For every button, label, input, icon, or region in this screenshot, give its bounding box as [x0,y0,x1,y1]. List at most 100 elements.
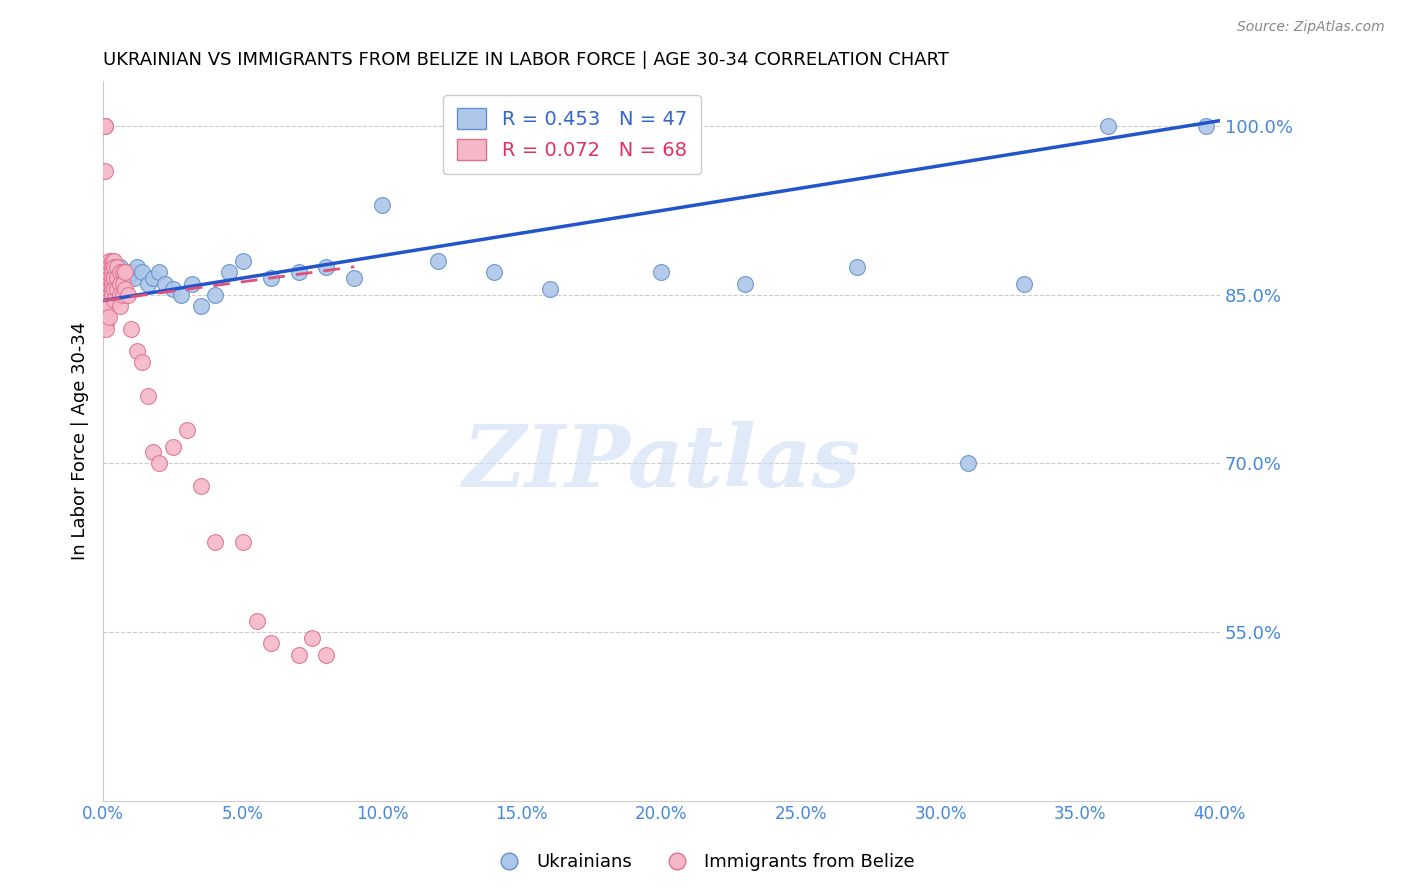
Point [93,164,115,178]
Point [103,271,125,285]
Point [246,614,269,628]
Point [232,254,254,268]
Point [100,288,122,302]
Point [108,299,131,313]
Point [97,299,120,313]
Point [218,265,240,279]
Point [100,254,122,268]
Point [162,282,184,296]
Point [427,254,450,268]
Point [117,288,139,302]
Point [120,265,142,279]
Point [108,260,131,274]
Point [94,304,117,318]
Point [93,120,115,134]
Point [162,440,184,454]
Point [103,254,125,268]
Point [148,265,170,279]
Point [232,535,254,549]
Point [170,288,193,302]
Point [105,260,128,274]
Point [103,282,125,296]
Legend: Ukrainians, Immigrants from Belize: Ukrainians, Immigrants from Belize [484,847,922,879]
Point [94,277,117,291]
Point [190,299,212,313]
Point [122,271,145,285]
Point [94,282,117,296]
Point [125,344,148,359]
Point [94,299,117,313]
Point [97,271,120,285]
Point [259,271,281,285]
Point [114,265,136,279]
Point [142,271,165,285]
Point [94,282,117,296]
Point [111,265,134,279]
Point [97,293,120,308]
Point [108,271,131,285]
Point [100,260,122,274]
Point [120,321,142,335]
Point [111,277,134,291]
Point [96,265,118,279]
Point [131,265,153,279]
Point [1195,120,1218,134]
Point [94,293,117,308]
Point [136,277,159,291]
Point [94,316,117,330]
Point [105,271,128,285]
Point [100,271,122,285]
Point [94,265,117,279]
Point [96,271,118,285]
Point [1097,120,1119,134]
Point [103,265,125,279]
Text: ZIPatlas: ZIPatlas [463,421,860,504]
Point [94,321,117,335]
Point [287,648,309,662]
Point [111,288,134,302]
Point [301,631,323,645]
Point [148,457,170,471]
Point [108,277,131,291]
Point [538,282,561,296]
Text: Source: ZipAtlas.com: Source: ZipAtlas.com [1237,20,1385,34]
Point [371,198,394,212]
Text: UKRAINIAN VS IMMIGRANTS FROM BELIZE IN LABOR FORCE | AGE 30-34 CORRELATION CHART: UKRAINIAN VS IMMIGRANTS FROM BELIZE IN L… [103,51,949,69]
Legend: R = 0.453   N = 47, R = 0.072   N = 68: R = 0.453 N = 47, R = 0.072 N = 68 [443,95,700,174]
Point [105,265,128,279]
Point [845,260,868,274]
Point [105,260,128,274]
Point [259,636,281,650]
Point [343,271,366,285]
Point [125,260,148,274]
Point [190,479,212,493]
Point [287,265,309,279]
Point [176,423,198,437]
Point [100,277,122,291]
Point [100,260,122,274]
Point [315,260,337,274]
Y-axis label: In Labor Force | Age 30-34: In Labor Force | Age 30-34 [72,322,89,560]
Point [97,282,120,296]
Point [100,265,122,279]
Point [108,288,131,302]
Point [94,265,117,279]
Point [93,120,115,134]
Point [94,260,117,274]
Point [94,288,117,302]
Point [94,265,117,279]
Point [97,277,120,291]
Point [103,260,125,274]
Point [111,277,134,291]
Point [204,288,226,302]
Point [105,282,128,296]
Point [181,277,204,291]
Point [103,293,125,308]
Point [97,260,120,274]
Point [114,265,136,279]
Point [204,535,226,549]
Point [482,265,505,279]
Point [97,265,120,279]
Point [100,282,122,296]
Point [97,310,120,325]
